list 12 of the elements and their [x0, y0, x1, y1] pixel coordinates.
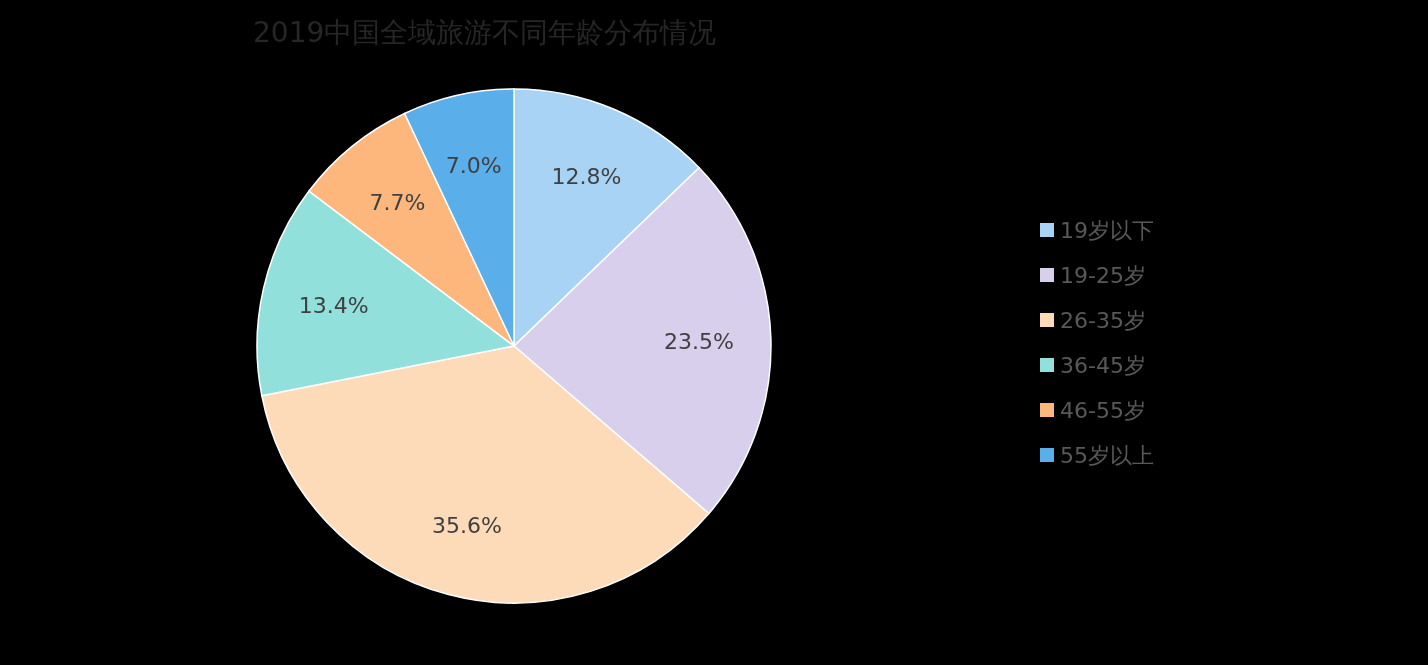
data-label: 13.4%: [298, 292, 369, 318]
legend-label: 46-55岁: [1060, 398, 1146, 423]
data-label: 12.8%: [551, 163, 622, 189]
legend-label: 19岁以下: [1060, 218, 1154, 243]
legend-label: 19-25岁: [1060, 263, 1146, 288]
data-label: 7.0%: [445, 153, 502, 179]
legend-label: 36-45岁: [1060, 353, 1146, 378]
data-label: 23.5%: [664, 328, 734, 354]
data-label: 7.7%: [369, 190, 426, 216]
data-label: 35.6%: [431, 512, 502, 538]
legend-label: 55岁以上: [1060, 443, 1154, 468]
legend-label: 26-35岁: [1060, 308, 1146, 333]
